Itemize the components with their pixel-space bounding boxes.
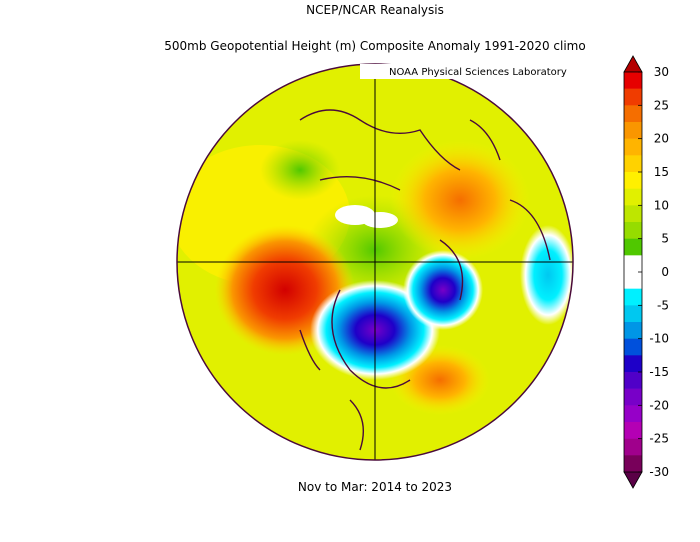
colorbar-band (624, 88, 642, 106)
colorbar-band (624, 422, 642, 439)
title: NCEP/NCAR Reanalysis (306, 3, 444, 17)
colorbar-tick-label: 15 (654, 165, 669, 179)
colorbar-band (624, 455, 642, 473)
colorbar-tick-label: -20 (649, 398, 669, 412)
colorbar-tick-label: -25 (649, 432, 669, 446)
colorbar-band (624, 305, 642, 323)
colorbar-band (624, 355, 642, 373)
colorbar-tick-label: -15 (649, 365, 669, 379)
colorbar-band (624, 388, 642, 406)
source: NOAA Physical Sciences Laboratory (389, 67, 567, 78)
colorbar-tick-label: -30 (649, 465, 669, 479)
map (177, 64, 573, 460)
colorbar-band (624, 372, 642, 389)
colorbar-tick-label: 25 (654, 98, 669, 112)
colorbar-band (624, 205, 642, 223)
colorbar-band (624, 155, 642, 173)
colorbar-band (624, 338, 642, 356)
colorbar-band (624, 272, 642, 289)
colorbar-band (624, 405, 642, 423)
colorbar-band (624, 105, 642, 123)
subtitle: 500mb Geopotential Height (m) Composite … (164, 39, 585, 53)
colorbar-band (624, 255, 642, 273)
colorbar-band (624, 288, 642, 306)
colorbar-tick-label: -5 (657, 298, 669, 312)
colorbar-band (624, 322, 642, 339)
colorbar-tick-label: 0 (661, 265, 669, 279)
colorbar-tick-label: 20 (654, 132, 669, 146)
footer: Nov to Mar: 2014 to 2023 (298, 480, 452, 494)
colorbar-band (624, 238, 642, 256)
colorbar-band (624, 138, 642, 156)
colorbar-tick-label: 5 (661, 232, 669, 246)
colorbar-under (623, 471, 643, 489)
colorbar-band (624, 122, 642, 139)
colorbar-band (624, 72, 642, 89)
colorbar-over (623, 55, 643, 73)
colorbar-band (624, 172, 642, 189)
source-box (360, 64, 574, 79)
colorbar-band (624, 188, 642, 206)
colorbar-band (624, 222, 642, 239)
colorbar-tick-label: 10 (654, 198, 669, 212)
colorbar-band (624, 438, 642, 456)
colorbar-tick-label: -10 (649, 332, 669, 346)
colorbar-tick-label: 30 (654, 65, 669, 79)
colorbar: 30 25 20 15 10 5 0 -5 -10 -15 -20 -25 -30 (623, 55, 669, 489)
